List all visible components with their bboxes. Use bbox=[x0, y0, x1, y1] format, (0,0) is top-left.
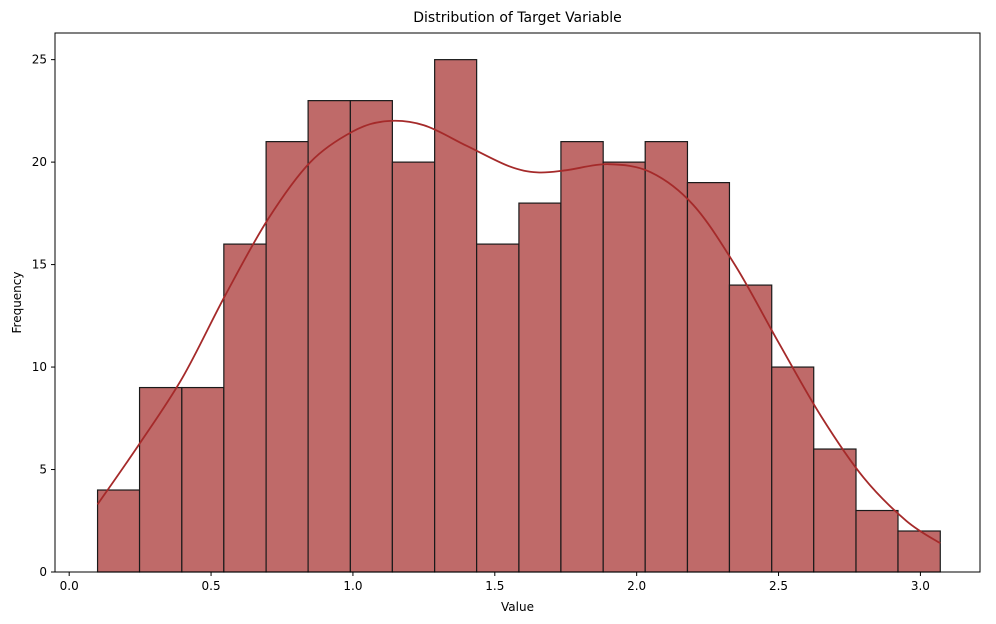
histogram-bar bbox=[771, 366, 815, 573]
histogram-bar bbox=[728, 284, 773, 573]
x-tick-label: 3.0 bbox=[911, 579, 930, 593]
histogram-bar bbox=[476, 243, 520, 573]
y-axis-label: Frequency bbox=[10, 272, 24, 334]
histogram-bar bbox=[855, 509, 899, 573]
plot-frame bbox=[54, 32, 981, 573]
x-tick-label: 0.0 bbox=[60, 579, 79, 593]
kde-curve bbox=[96, 119, 941, 545]
y-tick-label: 0 bbox=[39, 565, 47, 579]
histogram-bar bbox=[813, 448, 857, 573]
histogram-bar bbox=[265, 141, 309, 573]
y-tick-label: 10 bbox=[32, 360, 47, 374]
bars-layer bbox=[96, 59, 941, 573]
histogram-bar bbox=[307, 100, 351, 573]
x-tick-label: 1.0 bbox=[343, 579, 362, 593]
histogram-bar bbox=[602, 161, 646, 573]
y-tick-label: 15 bbox=[32, 258, 47, 272]
histogram-bar bbox=[138, 386, 183, 573]
histogram-bar bbox=[434, 59, 478, 573]
y-tick-label: 5 bbox=[39, 463, 47, 477]
histogram-bar bbox=[349, 100, 393, 573]
y-axis: 0 5 10 15 20 25 bbox=[32, 53, 55, 579]
x-axis: 0.0 0.5 1.0 1.5 2.0 2.5 3.0 bbox=[60, 572, 930, 593]
chart-title: Distribution of Target Variable bbox=[413, 10, 622, 26]
histogram-bar bbox=[897, 530, 941, 573]
histogram-bar bbox=[223, 243, 267, 573]
x-tick-label: 2.0 bbox=[627, 579, 646, 593]
histogram-bar bbox=[181, 386, 225, 573]
histogram-bar bbox=[686, 182, 731, 573]
x-axis-label: Value bbox=[501, 600, 534, 614]
histogram-bar bbox=[644, 141, 689, 573]
histogram-bar bbox=[96, 489, 141, 573]
x-tick-label: 1.5 bbox=[485, 579, 504, 593]
histogram-bar bbox=[391, 161, 436, 573]
histogram-bar bbox=[518, 202, 562, 573]
y-tick-label: 20 bbox=[32, 155, 47, 169]
y-tick-label: 25 bbox=[32, 53, 47, 67]
x-tick-label: 2.5 bbox=[769, 579, 788, 593]
x-tick-label: 0.5 bbox=[202, 579, 221, 593]
histogram-bar bbox=[560, 141, 604, 573]
